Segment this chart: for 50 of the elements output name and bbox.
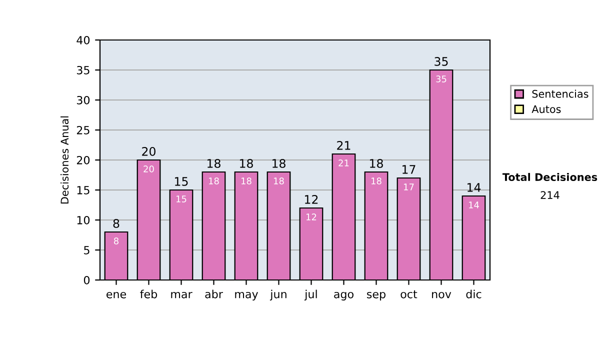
x-tick-label: feb: [140, 290, 158, 298]
y-tick-label: 0: [84, 276, 90, 284]
data-label: 8: [114, 238, 119, 244]
total-label: 14: [468, 183, 481, 192]
x-tick-label: ene: [106, 292, 126, 298]
total-label: 17: [402, 165, 416, 174]
x-tick-label: nov: [432, 292, 452, 298]
y-tick-label: 35: [76, 66, 90, 74]
y-tick-label: 20: [76, 156, 90, 164]
y-tick-label: 5: [84, 246, 90, 254]
total-label: 20: [142, 146, 156, 156]
data-label: 17: [404, 184, 414, 190]
y-axis-title: Decisiones Anual: [60, 116, 69, 204]
total-label: 21: [337, 140, 350, 150]
x-tick-label: dic: [466, 290, 482, 298]
total-label: 35: [434, 56, 448, 66]
x-tick-label: mar: [171, 292, 192, 298]
legend-label: Autos: [532, 105, 561, 114]
total-label: 18: [272, 158, 286, 168]
x-tick-label: oct: [400, 290, 418, 298]
text: 214: [540, 191, 560, 199]
total-label: 18: [208, 158, 220, 168]
data-label: 18: [274, 178, 284, 184]
data-label: 12: [306, 214, 316, 220]
total-label: 18: [370, 158, 383, 168]
total-label: 12: [305, 194, 318, 204]
x-tick-label: abr: [205, 290, 223, 298]
total-label: 18: [240, 158, 253, 168]
legend-label: Sentencias: [532, 90, 588, 98]
data-label: 18: [372, 178, 382, 184]
data-label: 18: [209, 178, 219, 184]
total-label: 8: [113, 218, 120, 228]
text: Total Decisiones: [502, 172, 598, 182]
data-label: 15: [176, 196, 186, 202]
x-tick-label: may: [235, 292, 258, 300]
x-tick-label: sep: [367, 292, 386, 300]
y-tick-label: 15: [77, 186, 90, 194]
x-tick-label: jul: [304, 290, 317, 300]
y-tick-label: 10: [77, 216, 90, 224]
data-label: 20: [144, 166, 154, 172]
data-label: 35: [436, 76, 446, 82]
y-tick-label: 25: [76, 126, 90, 134]
x-tick-label: jun: [270, 290, 286, 300]
data-label: 21: [338, 160, 349, 166]
y-tick-label: 40: [76, 36, 90, 44]
x-tick-label: ago: [334, 292, 354, 300]
data-label: 18: [242, 178, 252, 184]
total-label: 15: [175, 177, 188, 186]
y-tick-label: 30: [76, 96, 90, 104]
data-label: 14: [469, 202, 479, 208]
